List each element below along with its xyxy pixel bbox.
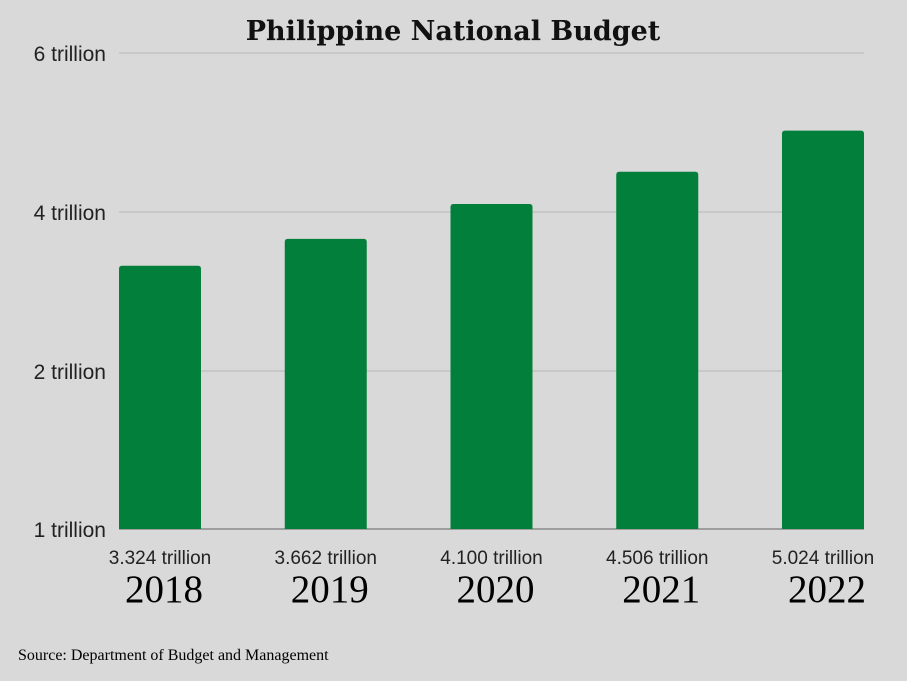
source-note: Source: Department of Budget and Managem… (18, 647, 329, 664)
bar-2018 (119, 265, 201, 529)
bars (119, 130, 864, 530)
y-tick-label: 1 trillion (34, 519, 106, 542)
bar-2021 (616, 171, 699, 529)
value-label: 5.024 trillion (772, 548, 874, 569)
x-tick-label: 2022 (788, 568, 866, 611)
bar-2020 (450, 204, 533, 530)
x-tick-label: 2021 (622, 568, 700, 611)
y-tick-label: 6 trillion (34, 43, 106, 66)
value-label: 4.506 trillion (606, 548, 708, 569)
y-tick-label: 2 trillion (34, 361, 106, 384)
value-label: 3.324 trillion (109, 548, 211, 569)
y-tick-label: 4 trillion (34, 202, 106, 225)
bar-2019 (284, 238, 367, 529)
value-label: 3.662 trillion (275, 548, 377, 569)
y-axis-ticks: 1 trillion 2 trillion 4 trillion 6 trillion (34, 43, 106, 542)
value-label: 4.100 trillion (440, 548, 542, 569)
chart-title: Philippine National Budget (246, 16, 661, 47)
x-tick-label: 2018 (125, 568, 203, 611)
bar-2022 (782, 130, 864, 530)
x-tick-label: 2019 (291, 568, 369, 611)
x-tick-label: 2020 (457, 568, 535, 611)
